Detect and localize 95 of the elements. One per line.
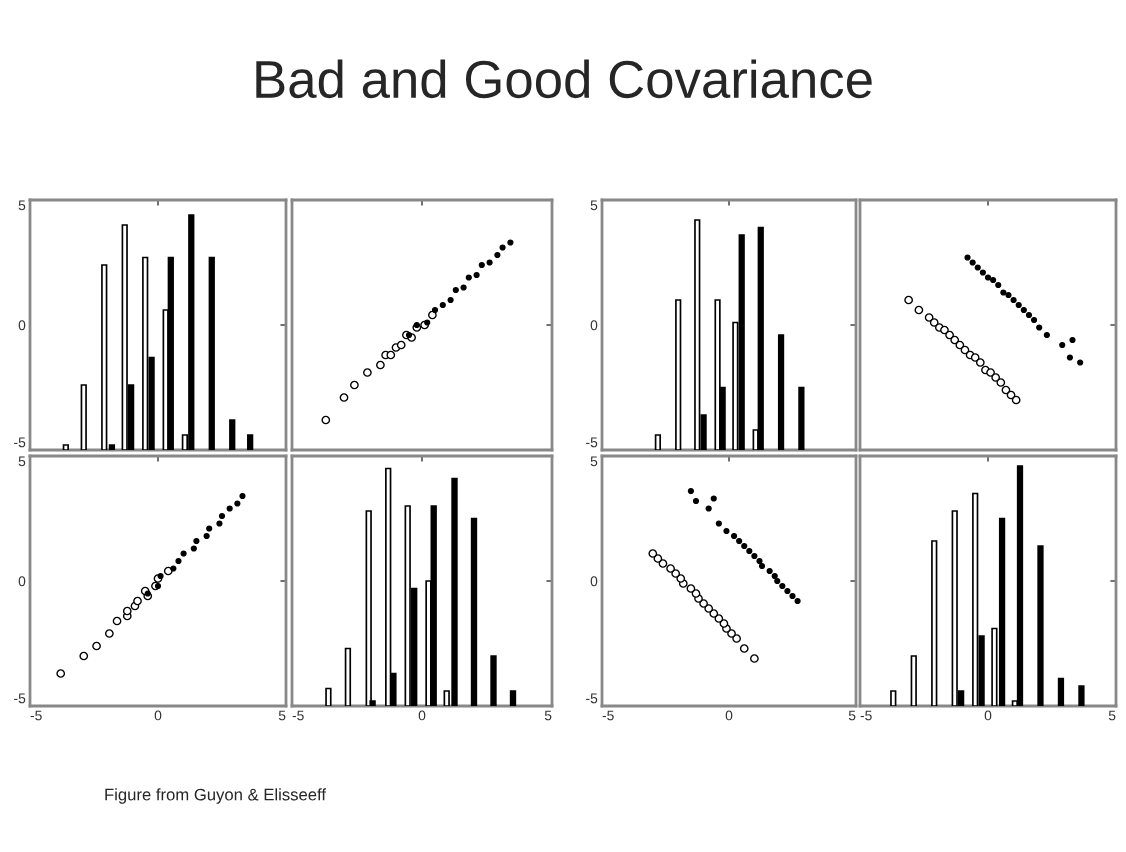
bar: [490, 655, 497, 706]
bar: [1037, 545, 1044, 706]
point: [984, 274, 992, 281]
point: [494, 251, 501, 259]
point: [339, 393, 349, 402]
point: [1011, 395, 1021, 405]
bar: [798, 386, 805, 450]
bar: [229, 419, 236, 450]
point: [969, 259, 976, 266]
point: [970, 353, 980, 362]
point: [439, 301, 446, 309]
bar: [1078, 685, 1085, 706]
point: [990, 276, 997, 284]
point: [350, 380, 359, 390]
bar: [208, 256, 215, 450]
point: [940, 325, 949, 335]
point: [321, 415, 331, 425]
bar: [931, 540, 938, 706]
point: [386, 350, 396, 360]
bar: [188, 214, 195, 450]
point: [1025, 311, 1033, 319]
bar: [890, 690, 897, 706]
point: [1069, 336, 1076, 344]
point: [974, 264, 981, 271]
bar: [451, 477, 458, 706]
bar: [385, 467, 392, 706]
point: [507, 239, 514, 246]
bar: [325, 687, 332, 706]
point: [996, 378, 1006, 387]
point: [447, 296, 454, 304]
bar: [247, 434, 254, 450]
point: [486, 259, 493, 266]
point: [1066, 354, 1074, 361]
point: [1036, 324, 1043, 331]
point: [452, 286, 459, 294]
point: [1043, 331, 1050, 339]
bar: [167, 256, 174, 450]
point: [979, 269, 986, 276]
point: [1000, 289, 1007, 296]
point: [1030, 316, 1038, 324]
point: [995, 281, 1002, 289]
point: [929, 318, 939, 327]
bar: [80, 384, 87, 450]
bar: [951, 510, 958, 706]
point: [964, 254, 971, 261]
bar: [62, 444, 69, 450]
point: [1015, 301, 1022, 309]
point: [914, 305, 924, 315]
point: [478, 261, 485, 269]
point: [465, 274, 472, 281]
point: [904, 295, 914, 305]
bar: [910, 655, 917, 706]
point: [460, 284, 467, 291]
bar: [101, 264, 108, 450]
point: [1020, 306, 1027, 314]
point: [924, 313, 934, 322]
bar: [1057, 677, 1065, 706]
point: [1077, 359, 1084, 366]
bar: [344, 647, 352, 706]
point: [1005, 291, 1012, 299]
point: [950, 335, 960, 345]
point: [428, 310, 437, 320]
point: [431, 306, 439, 314]
point: [396, 340, 406, 350]
point: [991, 373, 1001, 382]
bar: [694, 219, 701, 450]
point: [1059, 341, 1066, 349]
bar: [654, 434, 662, 450]
point: [363, 368, 372, 377]
bar: [365, 510, 372, 706]
point: [975, 358, 985, 367]
bar: [430, 505, 437, 706]
text: Figure from Guyon & Elisseeff: [105, 788, 327, 804]
point: [945, 330, 954, 340]
bar: [757, 226, 764, 450]
bar: [998, 517, 1006, 706]
bar: [972, 492, 979, 706]
point: [960, 345, 970, 355]
bar: [142, 256, 149, 450]
text: Bad and Good Covariance: [256, 59, 872, 99]
point: [1010, 296, 1017, 304]
bar: [777, 334, 785, 450]
bar: [121, 224, 128, 450]
point: [499, 244, 506, 251]
point: [473, 271, 480, 279]
bar: [1016, 465, 1024, 706]
bar: [738, 234, 745, 450]
point: [986, 368, 995, 377]
bar: [404, 505, 411, 706]
bar: [675, 299, 682, 450]
point: [1001, 385, 1011, 395]
bar: [714, 299, 721, 450]
point: [376, 360, 385, 370]
bar: [470, 517, 478, 706]
bar: [509, 690, 517, 706]
